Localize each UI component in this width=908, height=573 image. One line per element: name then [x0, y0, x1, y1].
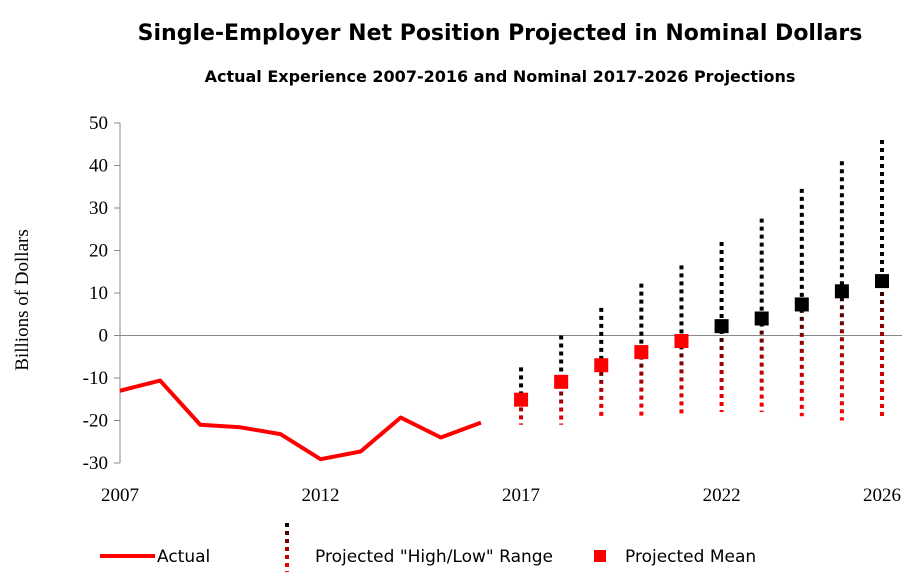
- x-tick-label: 2017: [502, 485, 540, 506]
- y-tick-label: 20: [89, 241, 108, 262]
- mean-marker: [674, 334, 689, 349]
- y-tick-label: 10: [89, 283, 108, 304]
- chart-subtitle: Actual Experience 2007-2016 and Nominal …: [205, 67, 796, 86]
- mean-marker: [714, 319, 729, 334]
- mean-marker: [594, 358, 609, 373]
- y-tick-label: 40: [89, 156, 108, 177]
- chart-title: Single-Employer Net Position Projected i…: [138, 21, 863, 46]
- legend-mean-swatch: [594, 550, 606, 562]
- y-tick-label: -10: [83, 368, 108, 389]
- mean-marker: [754, 311, 769, 326]
- y-tick-label: 0: [99, 326, 109, 347]
- mean-marker: [834, 284, 849, 299]
- x-tick-label: 2026: [863, 485, 901, 506]
- mean-marker: [634, 345, 649, 360]
- actual-line: [119, 378, 482, 462]
- mean-marker: [554, 374, 569, 389]
- mean-marker: [514, 392, 529, 407]
- y-tick-label: -30: [83, 453, 108, 474]
- mean-marker: [875, 274, 889, 289]
- x-tick-label: 2022: [703, 485, 741, 506]
- mean-marker: [794, 297, 809, 312]
- y-tick-label: -20: [83, 411, 108, 432]
- x-tick-label: 2012: [302, 485, 340, 506]
- legend-label: Projected "High/Low" Range: [315, 547, 553, 567]
- legend-label: Projected Mean: [625, 547, 756, 567]
- y-tick-label: 50: [89, 113, 108, 134]
- x-tick-label: 2007: [101, 485, 139, 506]
- y-tick-label: 30: [89, 198, 108, 219]
- y-axis-label: Billions of Dollars: [12, 229, 33, 370]
- legend-label: Actual: [157, 547, 210, 567]
